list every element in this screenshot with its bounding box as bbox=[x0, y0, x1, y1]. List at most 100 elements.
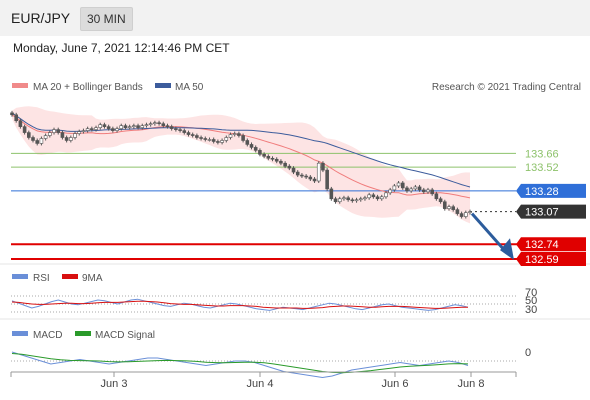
candle-body bbox=[102, 124, 107, 127]
candle-body bbox=[291, 167, 296, 173]
candle-body bbox=[64, 137, 69, 141]
ma20-line bbox=[11, 114, 471, 199]
macd-legend-swatch bbox=[12, 331, 28, 336]
level-label: 133.07 bbox=[525, 207, 559, 219]
candle-body bbox=[123, 125, 128, 128]
rsi-legend-swatch bbox=[12, 274, 28, 279]
macd-signal-legend-label: MACD Signal bbox=[95, 330, 155, 341]
candle-body bbox=[274, 158, 279, 162]
candle-body bbox=[52, 129, 56, 133]
candle-body bbox=[211, 139, 216, 142]
rsi-tick-label: 70 bbox=[525, 287, 537, 299]
candle-body bbox=[228, 134, 233, 138]
macd-panel: 0 bbox=[11, 347, 531, 379]
candle-body bbox=[144, 124, 149, 126]
candle-body bbox=[94, 127, 98, 130]
ma50-legend-label: MA 50 bbox=[175, 82, 204, 93]
candle-body bbox=[308, 176, 313, 180]
candle-body bbox=[56, 129, 61, 133]
level-label: 133.28 bbox=[525, 186, 559, 198]
candle-body bbox=[27, 132, 31, 138]
candle-body bbox=[409, 188, 413, 192]
candle-body bbox=[279, 160, 283, 164]
candle-body bbox=[258, 150, 262, 155]
candle-body bbox=[153, 122, 157, 124]
candle-body bbox=[337, 198, 342, 203]
ma50-legend-swatch bbox=[155, 83, 171, 88]
macd-signal-legend-swatch bbox=[75, 331, 91, 336]
candle-body bbox=[253, 147, 258, 151]
candle-body bbox=[430, 189, 434, 195]
candle-body bbox=[266, 155, 271, 159]
rsi-tick-label: 50 bbox=[525, 295, 537, 307]
candle-body bbox=[300, 174, 304, 177]
time-tick-label: Jun 4 bbox=[247, 378, 274, 390]
candle-body bbox=[421, 189, 426, 193]
candle-body bbox=[90, 128, 94, 130]
candle-body bbox=[287, 165, 292, 169]
candle-body bbox=[14, 114, 19, 122]
candle-body bbox=[459, 213, 464, 217]
candle-body bbox=[367, 194, 371, 199]
candle-body bbox=[270, 157, 275, 160]
candle-body bbox=[106, 126, 111, 129]
level-label: 133.66 bbox=[525, 148, 559, 160]
level-tag bbox=[516, 183, 586, 198]
candle-body bbox=[182, 130, 187, 133]
candle-body bbox=[417, 186, 422, 191]
candle-body bbox=[10, 112, 14, 116]
candle-body bbox=[224, 137, 229, 141]
level-tag bbox=[516, 252, 586, 267]
macd-line bbox=[11, 351, 469, 379]
level-label: 132.74 bbox=[525, 239, 559, 251]
candle-body bbox=[220, 140, 224, 143]
candle-body bbox=[249, 144, 254, 148]
candle-body bbox=[438, 198, 443, 203]
candle-body bbox=[140, 125, 145, 128]
candle-body bbox=[207, 139, 212, 141]
candle-body bbox=[350, 199, 355, 202]
candle-body bbox=[442, 201, 447, 209]
candle-body bbox=[426, 189, 430, 193]
candle-body bbox=[400, 182, 405, 189]
candle-body bbox=[115, 128, 119, 131]
candle-body bbox=[35, 140, 40, 144]
candle-body bbox=[148, 123, 153, 125]
candle-body bbox=[85, 128, 90, 131]
candle-body bbox=[325, 169, 329, 190]
candle-body bbox=[354, 199, 359, 202]
candle-body bbox=[22, 126, 27, 133]
forecast-arrow-head bbox=[500, 238, 514, 261]
candle-body bbox=[31, 137, 35, 141]
candle-body bbox=[245, 140, 250, 145]
time-tick-label: Jun 6 bbox=[382, 378, 409, 390]
timeframe-button[interactable]: 30 MIN bbox=[80, 7, 133, 31]
candle-body bbox=[98, 124, 103, 128]
level-tag bbox=[516, 204, 586, 219]
time-tick-label: Jun 3 bbox=[101, 378, 128, 390]
candle-body bbox=[321, 162, 325, 171]
candle-body bbox=[169, 126, 174, 129]
candle-body bbox=[405, 187, 409, 192]
candle-body bbox=[262, 154, 266, 157]
candle-body bbox=[312, 178, 317, 182]
candle-body bbox=[363, 197, 367, 200]
candle-body bbox=[329, 188, 334, 200]
chart-header: EUR/JPY 30 MIN bbox=[0, 0, 590, 36]
candle-body bbox=[119, 125, 124, 129]
candle-body bbox=[73, 133, 77, 138]
candle-body bbox=[375, 196, 380, 200]
ma20-legend-swatch bbox=[12, 83, 28, 88]
level-label: 132.59 bbox=[525, 254, 559, 266]
rsi-legend-label: RSI bbox=[33, 273, 50, 284]
candle-body bbox=[81, 130, 86, 132]
macd-tick-label: 0 bbox=[525, 347, 531, 359]
candle-body bbox=[132, 125, 136, 127]
rsi-ma-line bbox=[11, 300, 468, 309]
rsi-tick-label: 30 bbox=[525, 304, 537, 316]
candle-body bbox=[371, 194, 376, 198]
time-axis: Jun 3 Jun 4 Jun 6 Jun 8 bbox=[10, 372, 517, 390]
copyright-label: Research © 2021 Trading Central bbox=[432, 82, 581, 93]
candle-body bbox=[384, 192, 388, 198]
